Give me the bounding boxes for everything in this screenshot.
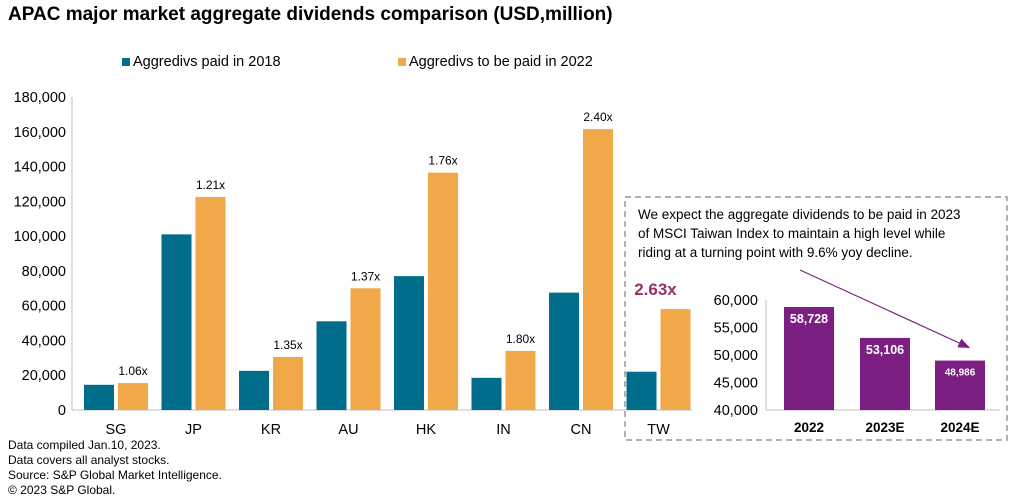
y-tick-label: 140,000 <box>14 160 66 176</box>
inset-y-tick-label: 45,000 <box>714 376 758 392</box>
legend-swatch <box>122 58 130 66</box>
legend-swatch <box>398 58 406 66</box>
y-tick-label: 80,000 <box>22 264 66 280</box>
bar-2022 <box>195 196 226 410</box>
x-category-label: CN <box>571 422 592 438</box>
bar-2022 <box>118 383 148 410</box>
x-category-label: KR <box>261 422 281 438</box>
inset-bar <box>784 306 834 410</box>
inset-x-category-label: 2024E <box>940 420 979 435</box>
inset-y-tick-label: 50,000 <box>714 348 758 364</box>
inset-bar-value: 48,986 <box>945 368 976 379</box>
callout-note-line: We expect the aggregate dividends to be … <box>638 207 960 222</box>
inset-y-tick-label: 60,000 <box>714 293 758 309</box>
chart-title: APAC major market aggregate dividends co… <box>8 4 613 25</box>
x-category-label: HK <box>416 422 436 438</box>
ratio-label: 1.80x <box>506 332 535 346</box>
y-tick-label: 160,000 <box>14 125 66 141</box>
inset-bar-value: 53,106 <box>866 343 904 357</box>
legend-label: Aggredivs paid in 2018 <box>133 54 281 70</box>
inset-bar <box>935 360 985 410</box>
callout-note-line: of MSCI Taiwan Index to maintain a high … <box>638 226 945 241</box>
inset-y-tick-label: 55,000 <box>714 321 758 337</box>
x-category-label: TW <box>647 422 670 438</box>
y-tick-label: 100,000 <box>14 229 66 245</box>
y-tick-label: 120,000 <box>14 194 66 210</box>
bar-2018 <box>316 321 347 410</box>
inset-x-category-label: 2022 <box>794 420 824 435</box>
y-tick-label: 20,000 <box>22 368 66 384</box>
ratio-label: 1.21x <box>196 178 225 192</box>
bar-2022 <box>350 288 381 410</box>
inset-bar <box>860 337 910 410</box>
y-tick-label: 40,000 <box>22 333 66 349</box>
bar-2018 <box>84 384 114 410</box>
y-tick-label: 0 <box>58 403 66 419</box>
bar-2022 <box>273 356 303 410</box>
bar-2022 <box>505 350 536 410</box>
bar-2018 <box>549 292 579 410</box>
x-category-label: AU <box>338 422 358 438</box>
bar-2022 <box>583 129 613 411</box>
trend-arrow <box>799 269 971 348</box>
y-tick-label: 180,000 <box>14 90 66 106</box>
ratio-label: 1.76x <box>428 154 457 168</box>
footer-notes: Data compiled Jan.10, 2023. Data covers … <box>8 438 222 498</box>
footer-line: Source: S&P Global Market Intelligence. <box>8 468 222 482</box>
bar-2022 <box>660 309 691 410</box>
inset-y-tick-label: 40,000 <box>714 403 758 419</box>
bar-2018 <box>239 370 269 410</box>
y-tick-label: 60,000 <box>22 299 66 315</box>
footer-line: Data compiled Jan.10, 2023. <box>8 438 161 452</box>
bar-2018 <box>471 377 502 410</box>
x-category-label: JP <box>185 422 202 438</box>
inset-x-category-label: 2023E <box>865 420 904 435</box>
x-category-label: IN <box>496 422 511 438</box>
x-category-label: SG <box>106 422 127 438</box>
footer-line: © 2023 S&P Global. <box>8 483 116 497</box>
legend-label: Aggredivs to be paid in 2022 <box>409 54 593 70</box>
ratio-label: 1.35x <box>273 338 302 352</box>
tw-callout-box <box>624 196 1008 441</box>
ratio-label: 1.06x <box>118 364 147 378</box>
ratio-label: 2.63x <box>634 280 677 299</box>
ratio-label: 2.40x <box>583 110 612 124</box>
bar-2018 <box>394 276 424 410</box>
bar-2018 <box>161 234 192 410</box>
footer-line: Data covers all analyst stocks. <box>8 453 170 467</box>
callout-note-line: riding at a turning point with 9.6% yoy … <box>638 245 913 260</box>
bar-2018 <box>626 371 657 410</box>
inset-bar-value: 58,728 <box>790 312 828 326</box>
bar-2022 <box>428 172 458 410</box>
ratio-label: 1.37x <box>351 269 380 283</box>
